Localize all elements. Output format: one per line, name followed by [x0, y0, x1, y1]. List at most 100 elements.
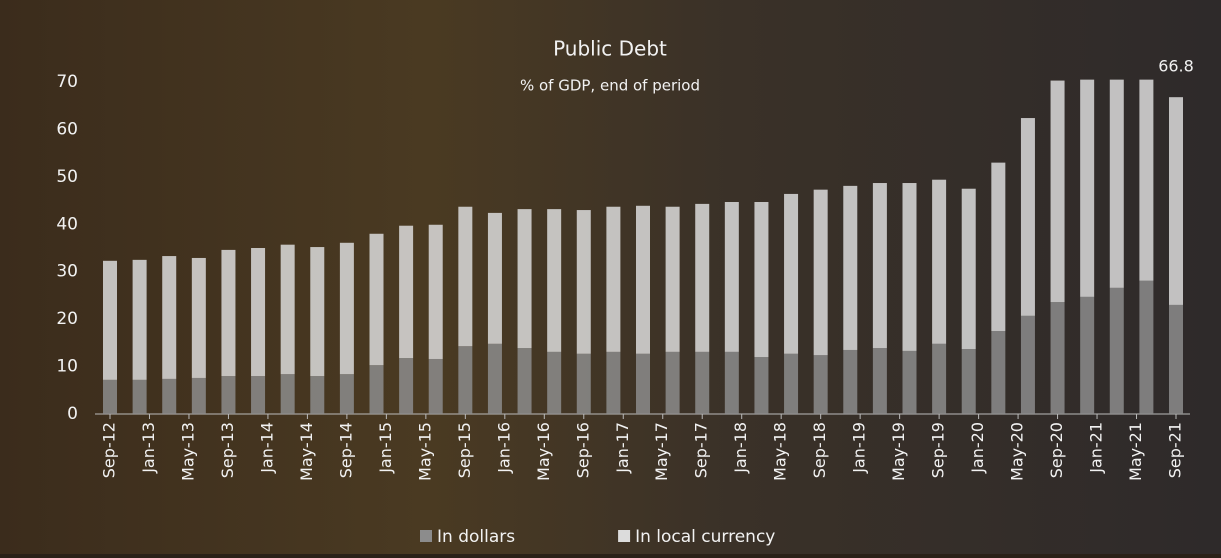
bar-segment	[103, 380, 117, 414]
bar-segment	[695, 352, 709, 414]
x-tick-label: May-13	[178, 422, 197, 481]
x-tick-label: May-21	[1126, 422, 1145, 481]
bar-segment	[399, 226, 413, 358]
y-tick-label: 60	[56, 119, 78, 139]
bar-segment	[192, 378, 206, 414]
x-tick-label: Sep-19	[929, 422, 948, 478]
bar-segment	[429, 359, 443, 414]
legend-label: In dollars	[437, 527, 515, 547]
bar-segment	[932, 180, 946, 344]
bar-segment	[518, 209, 532, 348]
bar-segment	[1080, 80, 1094, 297]
bar-segment	[547, 209, 561, 352]
data-label: 66.8	[1158, 57, 1194, 76]
bar-segment	[636, 354, 650, 414]
bar-segment	[1139, 281, 1153, 414]
x-tick-label: Jan-14	[257, 422, 276, 474]
bar-segment	[1110, 80, 1124, 288]
x-tick-label: Jan-21	[1087, 422, 1106, 474]
bar-segment	[903, 351, 917, 414]
bar-segment	[577, 210, 591, 354]
bar-segment	[281, 374, 295, 414]
bar-segment	[518, 348, 532, 414]
bar-segment	[725, 352, 739, 414]
bar-segment	[695, 204, 709, 352]
bar-segment	[221, 376, 235, 414]
bar-segment	[932, 344, 946, 414]
x-tick-label: Jan-20	[968, 422, 987, 474]
bar-segment	[873, 348, 887, 414]
bar-segment	[103, 261, 117, 380]
x-tick-label: Jan-16	[494, 422, 513, 474]
bar-segment	[784, 354, 798, 414]
x-tick-label: Sep-18	[810, 422, 829, 478]
x-tick-label: May-14	[297, 422, 316, 481]
x-tick-label: Sep-14	[336, 422, 355, 478]
x-tick-label: Sep-15	[455, 422, 474, 478]
x-tick-label: Sep-16	[573, 422, 592, 478]
bar-segment	[458, 346, 472, 414]
y-tick-label: 20	[56, 309, 78, 329]
bar-segment	[991, 163, 1005, 331]
bar-segment	[370, 234, 384, 365]
bar-segment	[843, 186, 857, 350]
bar-segment	[666, 352, 680, 414]
x-tick-label: May-18	[771, 422, 790, 481]
bar-segment	[133, 260, 147, 380]
bar-segment	[1021, 316, 1035, 414]
bar-segment	[1169, 97, 1183, 305]
bar-segment	[754, 357, 768, 414]
bar-segment	[814, 190, 828, 356]
bar-segment	[1080, 297, 1094, 414]
chart: Public Debt % of GDP, end of period 0 10 2…	[0, 0, 1221, 554]
bar-segment	[1021, 118, 1035, 316]
x-tick-label: Jan-19	[850, 422, 869, 474]
x-tick-label: Jan-13	[139, 422, 158, 474]
bar-segment	[133, 380, 147, 414]
bar-segment	[606, 207, 620, 352]
bar-segment	[991, 331, 1005, 414]
bar-segment	[1051, 81, 1065, 302]
bar-segment	[903, 183, 917, 351]
bar-segment	[370, 365, 384, 414]
bar-segment	[1169, 305, 1183, 414]
x-tick-label: Jan-18	[731, 422, 750, 474]
bar-segment	[310, 376, 324, 414]
bar-segment	[429, 225, 443, 359]
x-tick-label: May-15	[415, 422, 434, 481]
legend-label: In local currency	[635, 527, 775, 547]
bar-segment	[1110, 288, 1124, 414]
bar-segment	[162, 256, 176, 379]
x-tick-label: May-19	[889, 422, 908, 481]
bar-segment	[488, 344, 502, 414]
bar-segment	[1051, 302, 1065, 414]
bar-segment	[251, 376, 265, 414]
bar-segment	[458, 207, 472, 346]
bar-segment	[577, 354, 591, 414]
y-tick-label: 70	[56, 72, 78, 92]
bar-segment	[162, 379, 176, 414]
bar-segment	[547, 352, 561, 414]
x-tick-label: Jan-15	[376, 422, 395, 474]
bar-segment	[310, 247, 324, 376]
x-tick-label: May-17	[652, 422, 671, 481]
y-tick-label: 10	[56, 357, 78, 377]
legend-swatch	[618, 530, 630, 542]
bar-segment	[843, 350, 857, 414]
chart-title: Public Debt	[553, 37, 667, 61]
x-tick-label: Sep-21	[1166, 422, 1185, 478]
bar-segment	[784, 194, 798, 354]
bar-segment	[281, 245, 295, 374]
legend-swatch	[420, 530, 432, 542]
bar-segment	[192, 258, 206, 378]
bar-segment	[251, 248, 265, 376]
bar-segment	[814, 355, 828, 414]
y-tick-label: 0	[67, 404, 78, 424]
x-tick-label: May-16	[534, 422, 553, 481]
bar-segment	[606, 352, 620, 414]
bar-segment	[488, 213, 502, 344]
chart-subtitle: % of GDP, end of period	[520, 77, 700, 95]
bar-segment	[636, 206, 650, 354]
y-tick-label: 50	[56, 167, 78, 187]
bar-segment	[399, 358, 413, 414]
